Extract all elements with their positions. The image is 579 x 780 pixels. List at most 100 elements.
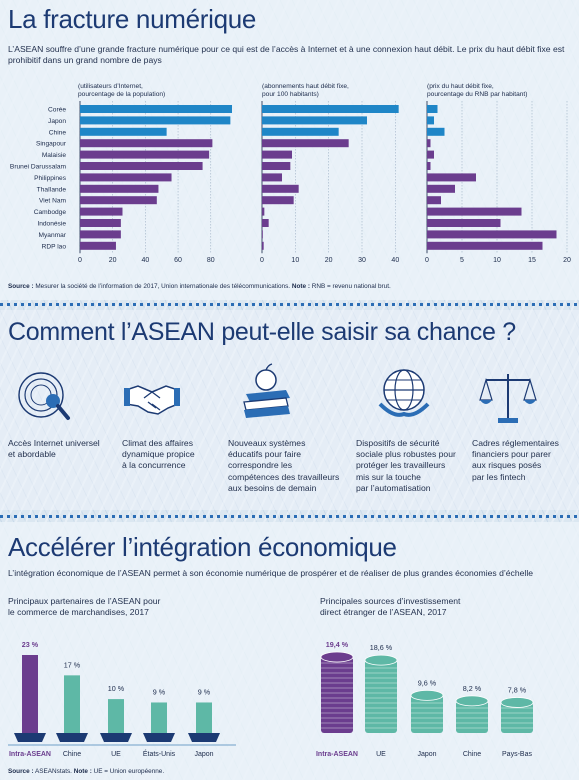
fdi-value-label: 9,6 %: [418, 678, 437, 687]
bar-Cambodge: [262, 207, 265, 216]
coin-top: [320, 651, 354, 663]
bar-Malaisie: [80, 150, 210, 159]
panel-title-line-1: (prix du haut débit fixe,: [427, 83, 494, 90]
panel-title-line-1: (utilisateurs d’Internet,: [78, 83, 143, 90]
trade-category-label: Japon: [194, 751, 213, 758]
container-stack: [64, 675, 80, 733]
section-divider: [0, 303, 579, 306]
fdi-category-label: Japon: [417, 751, 436, 758]
bar-Myanmar: [427, 230, 557, 239]
bar-Brunei Darussalam: [427, 162, 431, 170]
fdi-bar-Chine: 8,2 % Chine: [455, 684, 489, 758]
bar-panel-1: (utilisateurs d’Internet,pourcentage de …: [10, 83, 232, 264]
tick-label: 10: [493, 257, 501, 264]
trade-chart-title: Principaux partenaires de l’ASEAN pour l…: [8, 596, 161, 617]
trade-bar-Intra-ASEAN: 23 % Intra-ASEAN: [9, 640, 51, 758]
integration-charts: 23 % Intra-ASEAN 17 % Chine 10 % UE 9 % États-U…: [8, 640, 534, 758]
panel-title-line-1: (abonnements haut débit fixe,: [262, 83, 349, 90]
opportunity-item-1: Accès Internet universel et abordable: [8, 438, 100, 460]
trade-category-label: UE: [111, 751, 121, 758]
container-stack: [196, 702, 212, 733]
trade-category-label: États-Unis: [143, 749, 176, 758]
panel-title-line-2: pourcentage du RNB par habitant): [427, 91, 527, 98]
bar-Singapour: [80, 139, 213, 148]
bar-Viet Nam: [80, 196, 157, 205]
category-label: Singapour: [36, 141, 67, 148]
tick-label: 60: [174, 257, 182, 264]
bar-Japon: [80, 116, 231, 125]
tick-label: 20: [109, 257, 117, 264]
trade-value-label: 10 %: [108, 684, 125, 693]
category-label: Philippines: [34, 175, 67, 182]
coin-stack: [365, 660, 397, 733]
bar-Chine: [262, 127, 339, 136]
section-integration: [0, 522, 579, 780]
section1-title: La fracture numérique: [8, 4, 257, 34]
bar-Singapour: [427, 139, 431, 148]
section1-intro: L’ASEAN souffre d’une grande fracture nu…: [8, 44, 565, 65]
bar-Thaïlande: [427, 184, 455, 193]
bar-RDP lao: [80, 241, 116, 250]
tick-label: 15: [528, 257, 536, 264]
note-label: Note :: [291, 283, 310, 290]
ship-hull: [56, 733, 88, 742]
section-opportunity: [0, 310, 579, 510]
fdi-category-label: UE: [376, 751, 386, 758]
tick-label: 0: [78, 257, 82, 264]
bar-Corée: [427, 105, 438, 113]
bar-Viet Nam: [262, 196, 294, 205]
fdi-bar-Intra-ASEAN: 19,4 % Intra-ASEAN: [316, 640, 358, 758]
tick-label: 20: [325, 257, 333, 264]
ship-hull: [100, 733, 132, 742]
tick-label: 0: [425, 257, 429, 264]
trade-value-label: 17 %: [64, 660, 81, 669]
tick-label: 40: [141, 257, 149, 264]
category-label: Viet Nam: [39, 198, 67, 205]
bar-Philippines: [262, 173, 282, 182]
tick-label: 80: [207, 257, 215, 264]
bar-Myanmar: [262, 230, 263, 239]
opportunity-item-4: Dispositifs de sécurité sociale plus rob…: [356, 438, 456, 493]
fdi-chart-title: Principales sources d’investissement dir…: [320, 596, 461, 617]
bar-panel-3: (prix du haut débit fixe,pourcentage du …: [425, 83, 571, 264]
bar-Philippines: [427, 173, 476, 182]
bar-Myanmar: [80, 230, 121, 239]
fdi-category-label: Pays-Bas: [502, 751, 532, 758]
coin-stack: [321, 657, 353, 733]
digital-divide-charts: (utilisateurs d’Internet,pourcentage de …: [10, 83, 571, 264]
bar-Corée: [262, 105, 399, 113]
globe-icon: [378, 369, 430, 417]
fdi-value-label: 18,6 %: [370, 643, 393, 652]
bar-Viet Nam: [427, 196, 441, 205]
panel-title-line-2: pour 100 habitants): [262, 91, 319, 98]
fdi-bar-UE: 18,6 % UE: [364, 643, 398, 758]
tick-label: 30: [358, 257, 366, 264]
trade-category-label: Intra-ASEAN: [9, 751, 51, 758]
bar-Japon: [262, 116, 367, 125]
category-label: Corée: [48, 107, 66, 114]
trade-value-label: 9 %: [198, 687, 211, 696]
fdi-category-label: Intra-ASEAN: [316, 751, 358, 758]
note-text: UE = Union européenne.: [91, 768, 165, 775]
trade-bar-Chine: 17 % Chine: [56, 660, 88, 758]
bar-Chine: [80, 127, 167, 136]
container-stack: [151, 702, 167, 733]
source-text: Mesurer la société de l’information de 2…: [33, 283, 292, 290]
bar-Indonésie: [427, 219, 501, 227]
fdi-value-label: 8,2 %: [463, 684, 482, 693]
bar-Thaïlande: [262, 184, 299, 193]
container-stack: [22, 655, 38, 733]
section3-source: Source : ASEANstats. Note : UE = Union e…: [8, 768, 573, 776]
tick-label: 0: [260, 257, 264, 264]
category-label: Cambodge: [34, 209, 67, 216]
bar-Malaisie: [427, 150, 434, 159]
trade-bar-Japon: 9 % Japon: [188, 687, 220, 758]
bar-Brunei Darussalam: [262, 162, 291, 170]
fdi-bar-Japon: 9,6 % Japon: [410, 678, 444, 758]
coin-top: [500, 697, 534, 708]
bar-Singapour: [262, 139, 349, 148]
section3-intro: L’intégration économique de l’ASEAN perm…: [8, 568, 534, 578]
fdi-value-label: 19,4 %: [326, 640, 349, 649]
source-text: ASEANstats.: [33, 768, 74, 775]
fdi-bar-Pays-Bas: 7,8 % Pays-Bas: [500, 685, 534, 758]
